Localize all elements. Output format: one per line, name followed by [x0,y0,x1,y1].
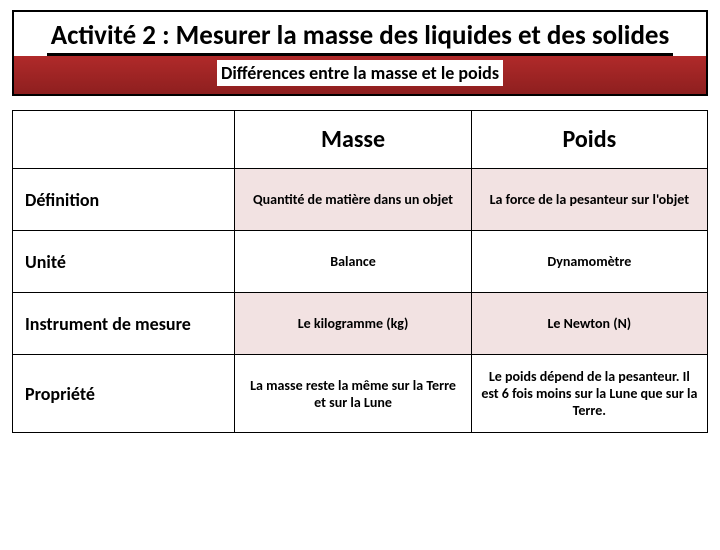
comparison-table: Masse Poids Définition Quantité de matiè… [12,110,708,433]
subtitle-banner: Différences entre la masse et le poids [14,56,706,94]
cell-masse: Le kilogramme (kg) [235,293,471,355]
cell-masse: Quantité de matière dans un objet [235,169,471,231]
cell-masse: La masse reste la même sur la Terre et s… [235,355,471,433]
title-wrap: Activité 2 : Mesurer la masse des liquid… [14,12,706,56]
col-header-masse: Masse [235,111,471,169]
table-row: Propriété La masse reste la même sur la … [13,355,708,433]
table-header-row: Masse Poids [13,111,708,169]
cell-poids: Le Newton (N) [471,293,707,355]
header-banner: Activité 2 : Mesurer la masse des liquid… [12,10,708,96]
cell-masse: Balance [235,231,471,293]
cell-poids: Le poids dépend de la pesanteur. Il est … [471,355,707,433]
page-subtitle: Différences entre la masse et le poids [217,60,503,86]
page-title: Activité 2 : Mesurer la masse des liquid… [47,20,674,56]
col-header-poids: Poids [471,111,707,169]
row-label: Définition [13,169,235,231]
cell-poids: Dynamomètre [471,231,707,293]
col-header-blank [13,111,235,169]
table-row: Définition Quantité de matière dans un o… [13,169,708,231]
row-label: Instrument de mesure [13,293,235,355]
row-label: Propriété [13,355,235,433]
table-row: Instrument de mesure Le kilogramme (kg) … [13,293,708,355]
row-label: Unité [13,231,235,293]
cell-poids: La force de la pesanteur sur l'objet [471,169,707,231]
table-row: Unité Balance Dynamomètre [13,231,708,293]
